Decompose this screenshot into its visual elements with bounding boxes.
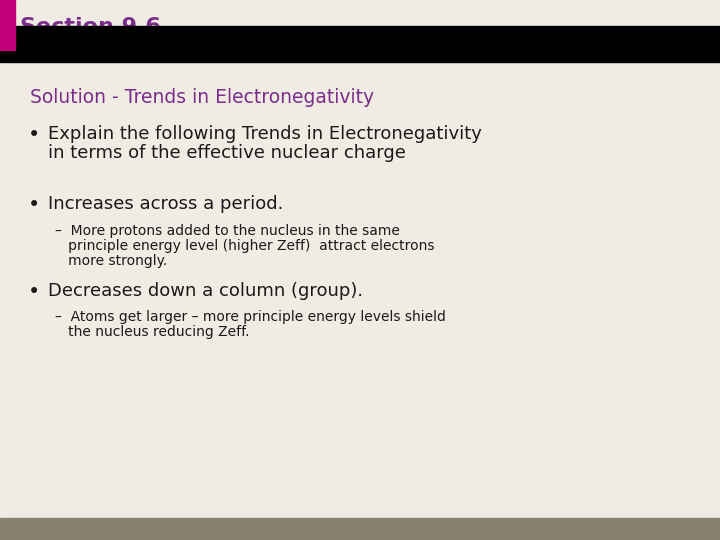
Text: –  Atoms get larger – more principle energy levels shield: – Atoms get larger – more principle ener… — [55, 310, 446, 324]
Text: •: • — [28, 195, 40, 215]
Text: principle energy level (higher Zeff)  attract electrons: principle energy level (higher Zeff) att… — [55, 239, 434, 253]
Text: Decreases down a column (group).: Decreases down a column (group). — [48, 282, 363, 300]
Text: in terms of the effective nuclear charge: in terms of the effective nuclear charge — [48, 144, 406, 162]
Text: •: • — [28, 125, 40, 145]
Text: •: • — [28, 282, 40, 302]
Text: Electronegativity and Bond Polarity: Electronegativity and Bond Polarity — [12, 35, 390, 53]
Text: Solution - Trends in Electronegativity: Solution - Trends in Electronegativity — [30, 88, 374, 107]
Text: Explain the following Trends in Electronegativity: Explain the following Trends in Electron… — [48, 125, 482, 143]
Text: –  More protons added to the nucleus in the same: – More protons added to the nucleus in t… — [55, 224, 400, 238]
Bar — [0, 518, 720, 540]
Bar — [0, 26, 720, 62]
Text: the nucleus reducing Zeff.: the nucleus reducing Zeff. — [55, 325, 250, 339]
Text: Increases across a period.: Increases across a period. — [48, 195, 284, 213]
Text: 42: 42 — [690, 524, 705, 534]
Text: more strongly.: more strongly. — [55, 254, 167, 268]
Text: Section 9.6: Section 9.6 — [20, 17, 161, 37]
Bar — [0, 0, 15, 50]
